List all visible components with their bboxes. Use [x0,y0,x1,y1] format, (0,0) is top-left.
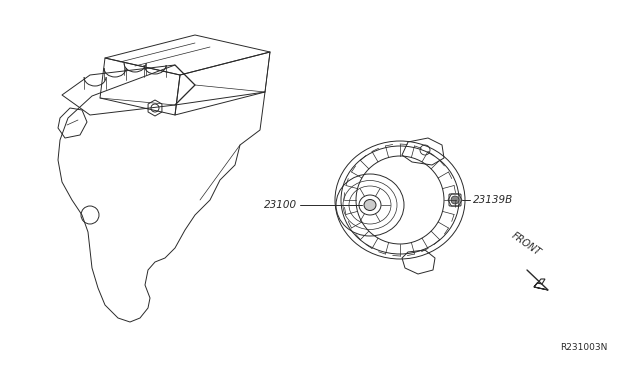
Text: FRONT: FRONT [510,231,543,258]
Text: 23100: 23100 [264,200,297,210]
Circle shape [451,196,459,204]
Text: R231003N: R231003N [560,343,607,353]
Ellipse shape [364,199,376,211]
Text: 23139B: 23139B [473,195,513,205]
